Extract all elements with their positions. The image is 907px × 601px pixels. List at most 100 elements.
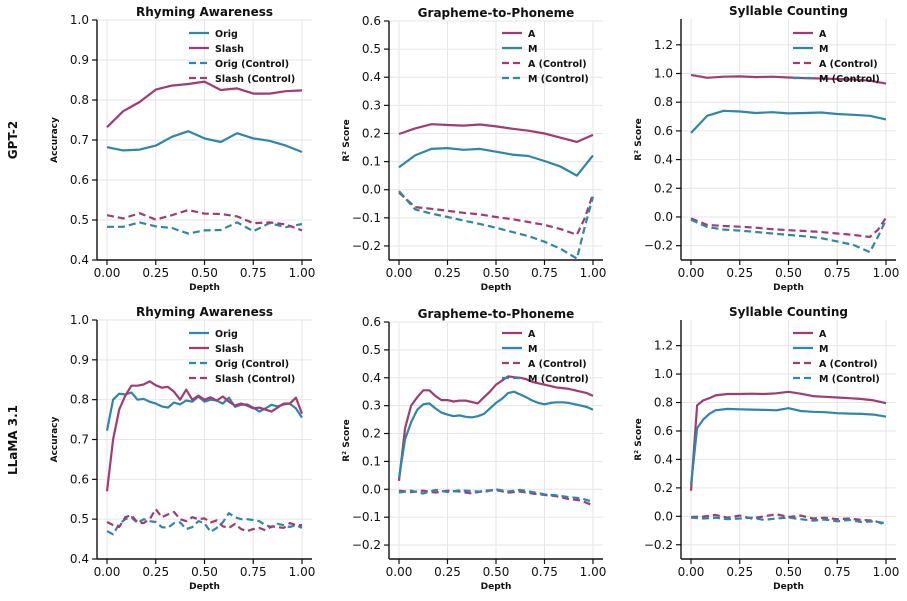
y-tick-label: 0.5	[362, 343, 381, 357]
y-tick-label: 0.4	[654, 153, 673, 167]
legend-label: Slash	[215, 44, 244, 55]
series-line-orig	[105, 391, 303, 431]
y-tick-label: 0.2	[362, 427, 381, 441]
series-line-slash	[106, 80, 303, 128]
legend-label: M (Control)	[528, 374, 589, 385]
x-tick-label: 1.00	[873, 565, 900, 579]
series-line-slash-control	[106, 208, 303, 232]
row-label-llama: LLaMA 3.1	[6, 405, 20, 475]
legend: AM A (Control) M (Control)	[793, 329, 880, 385]
panel-gpt2-rhyming: 0.00 0.25 0.50 0.75 1.00 0.4 0.5 0.6 0.7 0.8 0.9 1.…	[50, 5, 315, 293]
y-tick-label: 0.7	[70, 133, 89, 147]
x-tick-label: 1.00	[289, 565, 316, 579]
legend-label: Slash (Control)	[215, 74, 295, 85]
x-tick-label: 0.00	[678, 565, 705, 579]
x-tick-label: 0.25	[434, 565, 461, 579]
series-line-m-control	[690, 218, 887, 254]
legend-label: M	[528, 44, 537, 55]
legend: Orig Slash Orig (Control) Slash (Control)	[189, 29, 295, 85]
series-line-m	[690, 109, 887, 134]
y-axis-label: Accuracy	[50, 416, 60, 462]
y-tick-label: −0.1	[352, 510, 381, 524]
legend-label: M	[528, 344, 537, 355]
y-tick-label: 0.5	[362, 42, 381, 56]
x-tick-label: 0.50	[775, 266, 802, 280]
y-axis-label: Accuracy	[50, 117, 60, 163]
x-tick-label: 0.50	[191, 266, 218, 280]
legend-label: M (Control)	[528, 74, 589, 85]
x-tick-label: 0.25	[434, 266, 461, 280]
x-tick-label: 0.00	[386, 266, 413, 280]
legend-label: M (Control)	[819, 374, 880, 385]
y-tick-label: 1.0	[70, 313, 89, 327]
y-tick-label: 1.2	[654, 38, 673, 52]
y-tick-label: 0.4	[362, 70, 381, 84]
y-tick-label: 1.0	[654, 367, 673, 381]
x-tick-label: 0.00	[678, 266, 705, 280]
y-tick-label: 0.4	[70, 253, 89, 267]
legend: AM A (Control) M (Control)	[502, 29, 589, 85]
series-line-m	[397, 390, 594, 479]
chart-title: Grapheme-to-Phoneme	[418, 6, 575, 20]
x-tick-label: 0.75	[240, 266, 267, 280]
legend-label: Orig (Control)	[215, 59, 289, 70]
y-tick-label: 0.4	[70, 552, 89, 566]
legend-label: A	[819, 329, 827, 340]
legend-label: M	[819, 344, 828, 355]
x-tick-label: 0.75	[240, 565, 267, 579]
panels: 0.00 0.25 0.50 0.75 1.00 0.4 0.5 0.6 0.7 0.8 0.9 1.…	[50, 4, 899, 592]
x-tick-label: 0.75	[824, 266, 851, 280]
y-tick-label: 0.8	[654, 95, 673, 109]
y-tick-label: 0.4	[362, 371, 381, 385]
y-tick-label: −0.2	[644, 239, 673, 253]
y-tick-label: 0.5	[70, 512, 89, 526]
series-line-a	[690, 73, 887, 85]
legend-label: Slash	[215, 344, 244, 355]
series-line-a	[398, 123, 594, 143]
series-line-a	[397, 375, 594, 482]
legend-label: Slash (Control)	[215, 374, 295, 385]
y-tick-label: 0.6	[654, 124, 673, 138]
x-axis-label: Depth	[773, 283, 804, 293]
y-tick-label: 0.5	[70, 213, 89, 227]
x-tick-label: 0.25	[142, 565, 169, 579]
x-axis-label: Depth	[189, 283, 220, 293]
x-tick-label: 0.50	[483, 266, 510, 280]
panel-llama-syllable: 0.00 0.25 0.50 0.75 1.00 −0.2 0.0 0.2 0.4 0.6 0.8 1…	[634, 305, 899, 592]
y-tick-label: 0.0	[362, 482, 381, 496]
y-axis-label: R² Score	[634, 418, 644, 461]
series-line-slash-control	[106, 508, 302, 533]
legend: AM A (Control) M (Control)	[502, 329, 589, 385]
legend-label: A (Control)	[819, 59, 878, 70]
x-tick-label: 1.00	[289, 266, 316, 280]
chart-title: Syllable Counting	[729, 305, 848, 319]
y-tick-label: 0.8	[70, 393, 89, 407]
y-tick-label: 0.3	[362, 399, 381, 413]
series-line-a-control	[398, 191, 595, 236]
y-tick-label: 0.4	[654, 452, 673, 466]
x-tick-label: 1.00	[580, 565, 607, 579]
x-tick-label: 1.00	[873, 266, 900, 280]
legend-label: A (Control)	[528, 59, 587, 70]
legend-label: A	[528, 329, 536, 340]
y-tick-label: 0.2	[654, 481, 673, 495]
y-tick-label: 0.1	[362, 155, 381, 169]
series-line-m	[398, 147, 594, 177]
panel-gpt2-syllable: 0.00 0.25 0.50 0.75 1.00 −0.2 0.0 0.2 0.4 0.6 0.8 1…	[634, 4, 899, 293]
legend-label: Orig	[215, 329, 238, 340]
x-tick-label: 0.25	[726, 565, 753, 579]
legend-label: A (Control)	[819, 359, 878, 370]
panel-llama-g2p: 0.00 0.25 0.50 0.75 1.00 −0.2 −0.1 0.0 0.1 0.2 0.3…	[342, 307, 606, 592]
x-tick-label: 0.75	[531, 266, 558, 280]
y-tick-label: 1.0	[70, 13, 89, 27]
x-tick-label: 0.00	[386, 565, 413, 579]
y-tick-label: 1.0	[654, 67, 673, 81]
x-tick-label: 0.00	[94, 266, 121, 280]
y-axis-label: R² Score	[342, 119, 352, 162]
y-tick-label: 0.0	[362, 183, 381, 197]
y-tick-label: 0.3	[362, 98, 381, 112]
legend: AM A (Control) M (Control)	[793, 29, 880, 85]
chart-title: Rhyming Awareness	[136, 305, 273, 319]
x-tick-label: 0.50	[775, 565, 802, 579]
